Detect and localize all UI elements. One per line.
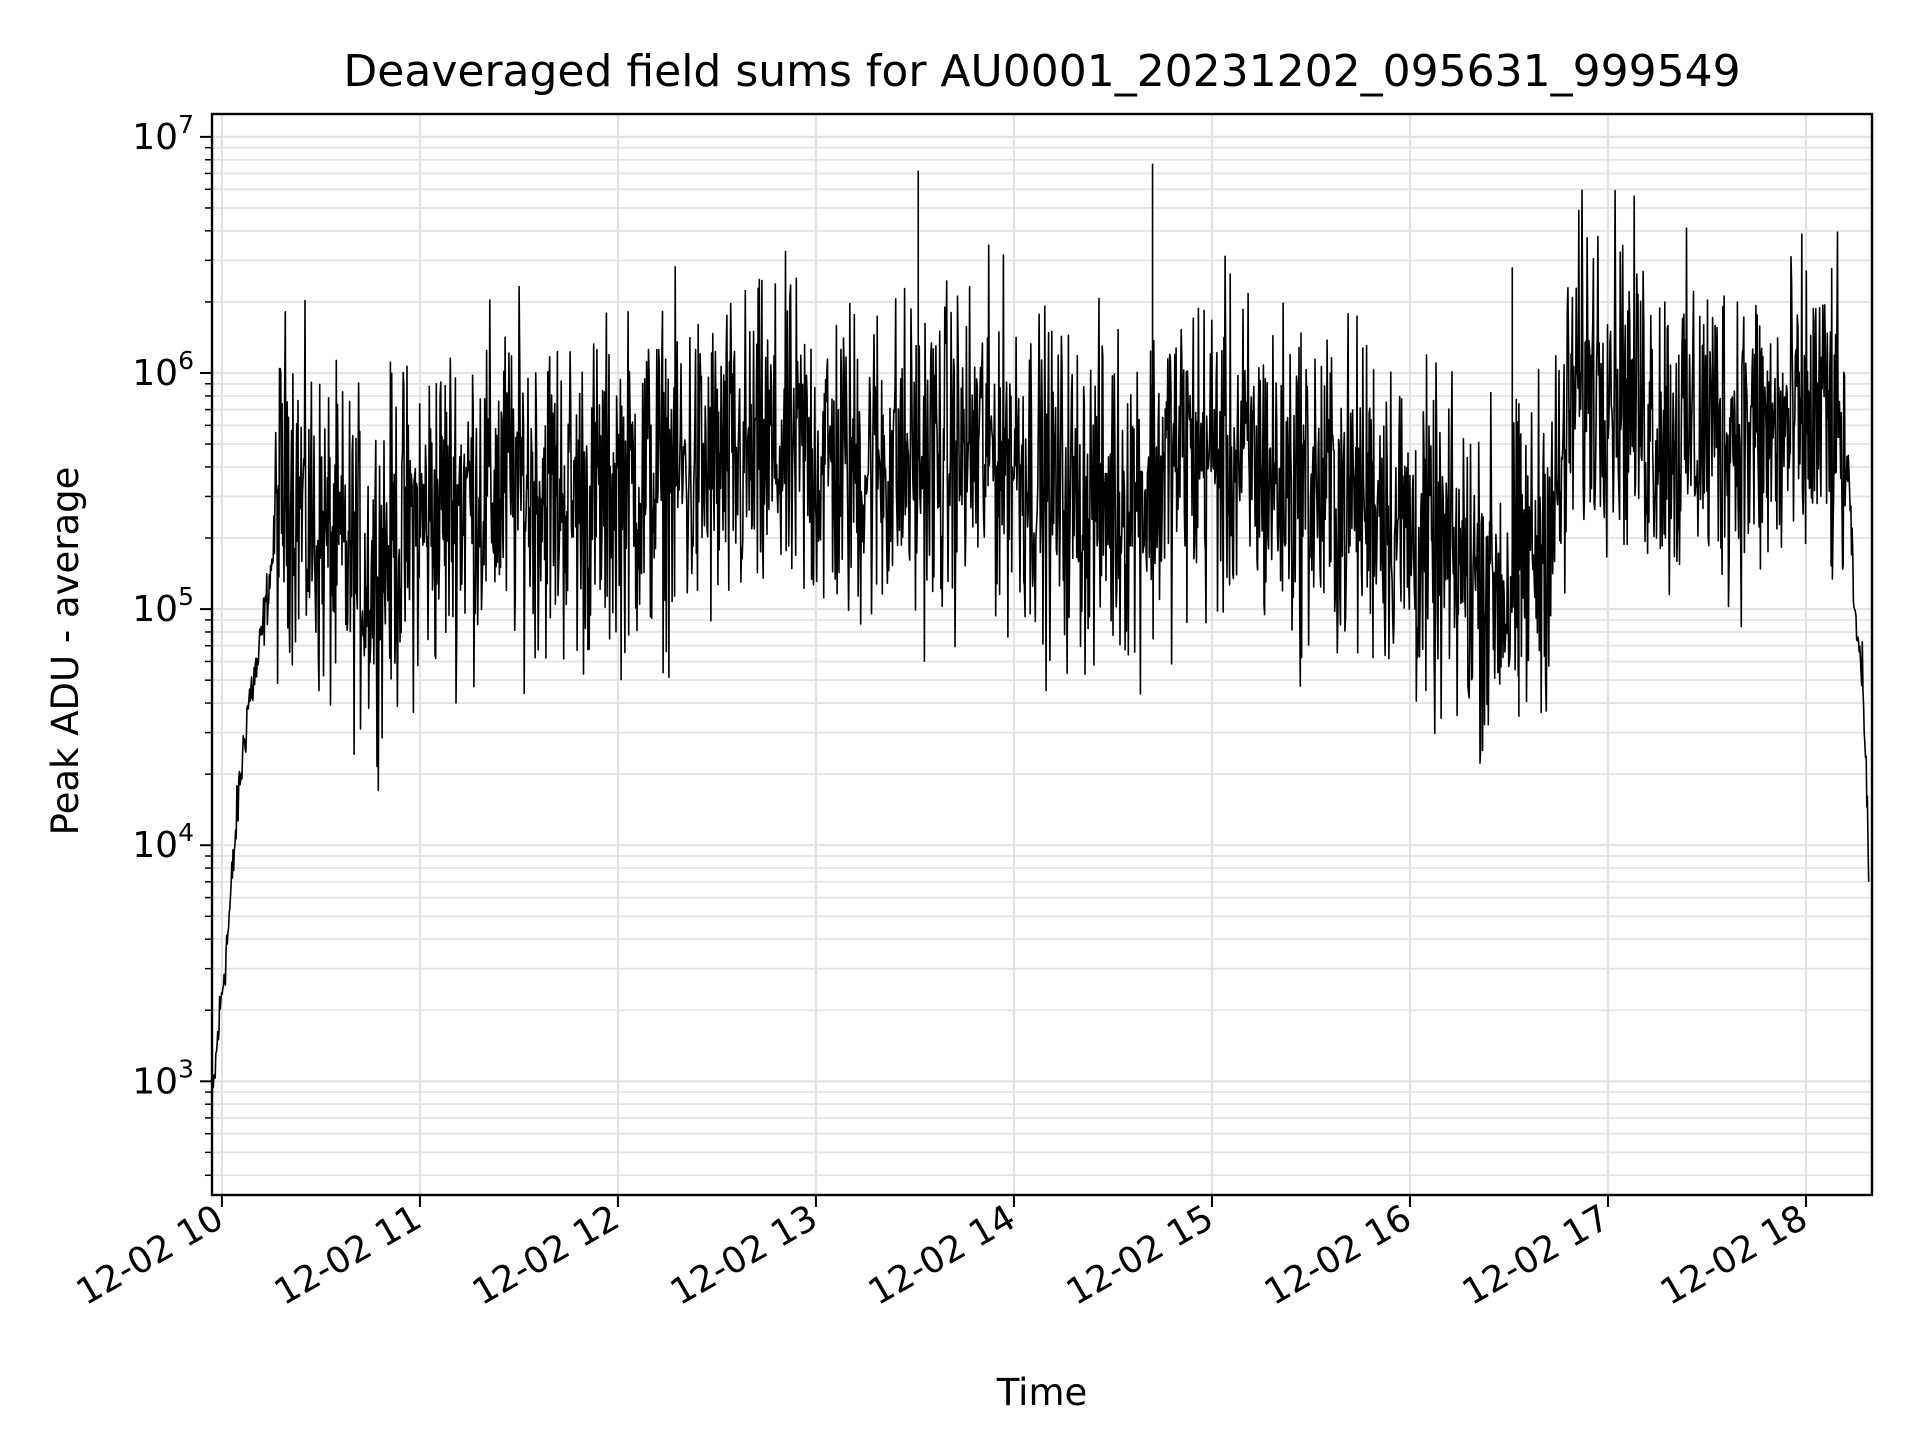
chart-title: Deaveraged field sums for AU0001_2023120… — [343, 46, 1740, 97]
y-tick-label: 104 — [132, 818, 194, 866]
x-tick-label: 12-02 12 — [466, 1197, 627, 1313]
x-axis-label: Time — [996, 1371, 1088, 1414]
grid-lines — [212, 114, 1872, 1195]
y-axis-ticks: 103 104 105 106 107 — [132, 110, 212, 1177]
y-tick-label: 105 — [132, 582, 194, 630]
plot-frame — [210, 112, 1874, 1197]
x-tick-label: 12-02 13 — [664, 1197, 825, 1313]
x-tick-label: 12-02 10 — [70, 1197, 231, 1313]
y-tick-label: 103 — [132, 1054, 194, 1102]
x-tick-label: 12-02 11 — [268, 1197, 429, 1313]
x-tick-label: 12-02 15 — [1060, 1197, 1221, 1313]
x-tick-label: 12-02 16 — [1258, 1197, 1419, 1313]
spike-marks — [917, 163, 1520, 717]
y-tick-label: 107 — [132, 110, 194, 158]
x-axis-ticks: 12-02 10 12-02 11 12-02 12 12-02 13 12-02 14… — [70, 1195, 1815, 1314]
x-tick-label: 12-02 18 — [1654, 1197, 1815, 1313]
y-axis-label: Peak ADU - average — [44, 467, 87, 836]
x-tick-label: 12-02 14 — [862, 1197, 1023, 1313]
series-line — [211, 189, 1870, 1109]
y-tick-label: 106 — [132, 346, 194, 394]
x-tick-label: 12-02 17 — [1456, 1197, 1617, 1313]
